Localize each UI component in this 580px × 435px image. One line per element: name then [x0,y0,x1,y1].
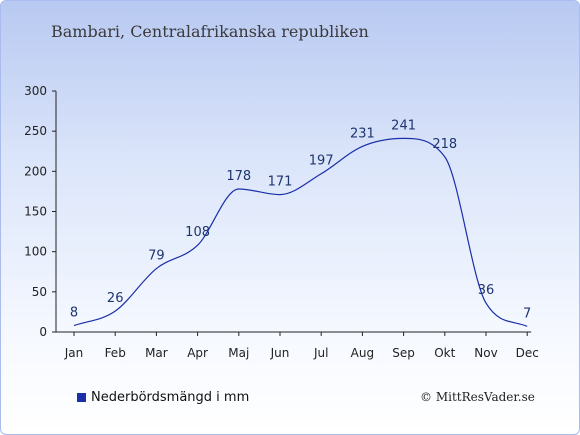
x-tick-label: Mar [145,346,168,360]
series-line-precipitation [73,137,528,327]
x-tick-label: Feb [105,346,126,360]
x-tick-label: Maj [228,346,249,360]
x-tick-label: Sep [392,346,415,360]
x-axis-ticks: Jan Feb Mar Apr Maj Jun Jul Aug Sep Okt Nov Dec [64,332,539,360]
x-tick-label: Jan [64,346,84,360]
x-tick-label: Jun [270,346,290,360]
data-label: 79 [148,249,165,264]
data-label: 218 [432,137,457,152]
y-tick-label: 200 [24,164,47,178]
data-label: 171 [268,175,293,190]
legend-label: Nederbördsmängd i mm [91,390,250,405]
chart-title: Bambari, Centralafrikanska republiken [51,22,369,41]
data-label: 36 [478,283,495,298]
y-tick-label: 0 [39,325,47,339]
data-label: 178 [226,169,251,184]
x-tick-label: Nov [474,346,497,360]
series-layer [73,137,528,327]
axes [55,91,532,333]
x-tick-label: Dec [516,346,539,360]
y-tick-label: 250 [24,124,47,138]
x-tick-label: Aug [351,346,374,360]
data-label: 197 [309,154,334,169]
y-tick-label: 300 [24,84,47,98]
y-axis-ticks: 0 50 100 150 200 250 300 [24,84,56,339]
data-labels: 8 26 79 108 178 171 197 231 241 218 36 7 [70,118,531,321]
data-label: 7 [523,306,531,321]
data-label: 108 [185,225,210,240]
credit-text: © MittResVader.se [420,390,535,404]
data-label: 231 [350,126,375,141]
data-label: 26 [107,291,124,306]
x-tick-label: Okt [434,346,455,360]
y-tick-label: 50 [32,285,47,299]
legend: Nederbördsmängd i mm [77,390,249,405]
x-tick-label: Apr [187,346,208,360]
data-label: 241 [391,118,416,133]
y-tick-label: 100 [24,245,47,259]
data-label: 8 [70,306,78,321]
legend-swatch [77,393,86,402]
y-tick-label: 150 [24,205,47,219]
x-tick-label: Jul [313,346,328,360]
